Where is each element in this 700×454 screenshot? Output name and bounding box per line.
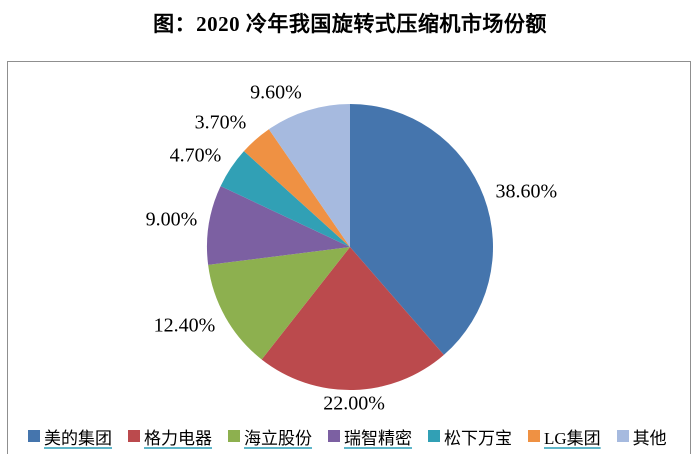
pie-slice-美的集团 [350,104,494,355]
legend-item-松下万宝: 松下万宝 [428,424,512,449]
legend-label: 松下万宝 [444,428,512,448]
legend-label[interactable]: 格力电器 [144,428,212,448]
legend-swatch-icon [28,430,40,442]
legend-label[interactable]: 海立股份 [244,428,312,448]
pie-value-label-其他: 9.60% [250,82,302,104]
legend-item-其他: 其他 [616,424,667,449]
legend-item-格力电器: 格力电器 [128,424,212,449]
pie-value-label-LG集团: 3.70% [195,112,247,134]
legend-label: 其他 [632,428,667,448]
legend-swatch-icon [528,430,540,442]
legend-item-海立股份: 海立股份 [228,424,312,449]
chart-title: 图：2020 冷年我国旋转式压缩机市场份额 [153,12,547,36]
legend-swatch-icon [616,430,629,442]
pie-value-label-格力电器: 22.00% [323,393,385,415]
legend-swatch-icon [328,430,340,442]
legend-item-瑞智精密: 瑞智精密 [328,424,412,449]
legend-label[interactable]: 美的集团 [44,428,112,448]
legend-item-美的集团: 美的集团 [28,424,112,449]
pie-slice-其他 [268,104,350,247]
pie-value-label-美的集团: 38.60% [495,180,557,202]
legend-item-LG集团: LG集团 [528,424,601,449]
pie-slice-松下万宝 [220,151,350,247]
legend-swatch-icon [228,430,240,442]
legend: 美的集团 格力电器 海立股份 瑞智精密 松下万宝 LG集团 其他 [28,424,667,449]
legend-label[interactable]: LG集团 [544,428,601,448]
pie-slice-格力电器 [261,247,444,390]
pie-value-label-海立股份: 12.40% [154,315,216,337]
legend-label[interactable]: 瑞智精密 [344,428,412,448]
pie-slice-海立股份 [208,247,350,360]
pie-slice-LG集团 [243,129,350,247]
pie-value-label-瑞智精密: 9.00% [146,209,198,231]
legend-swatch-icon [128,430,140,442]
pie-value-label-松下万宝: 4.70% [170,144,222,166]
pie-slice-瑞智精密 [207,186,350,265]
legend-swatch-icon [428,430,440,442]
